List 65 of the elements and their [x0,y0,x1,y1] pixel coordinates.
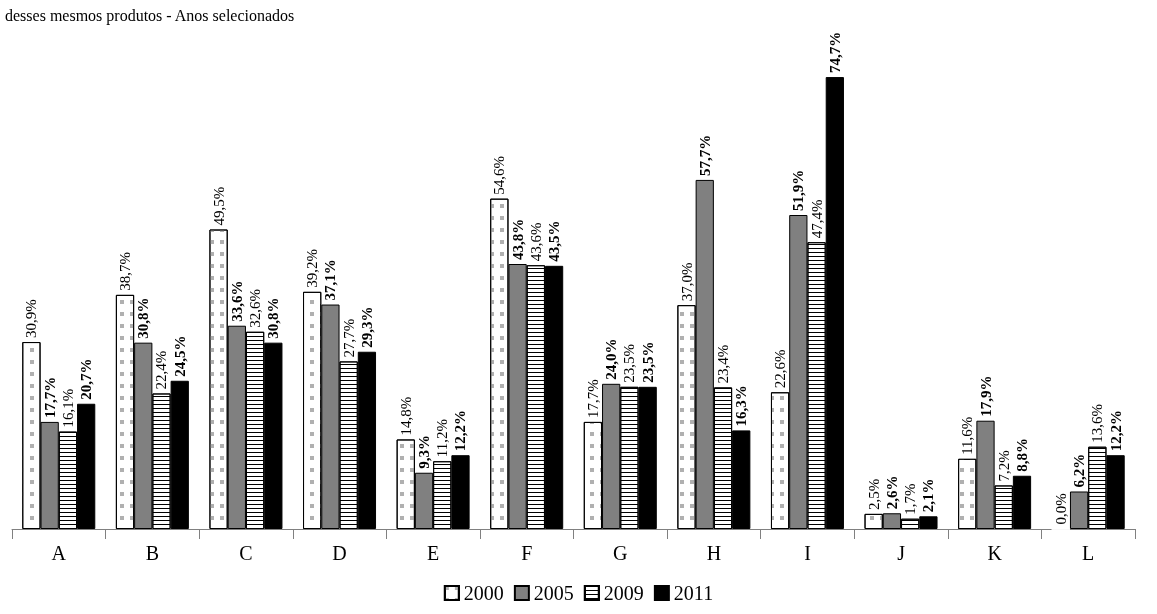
data-label: 12,2% [1107,409,1124,452]
data-label: 11,6% [959,416,976,455]
data-label: 23,5% [621,344,638,383]
data-label: 7,2% [995,450,1012,482]
data-label: 57,7% [696,134,713,176]
data-label: 14,8% [397,396,414,436]
data-label: 39,2% [304,249,321,288]
data-label: 29,3% [358,306,375,348]
legend-label: 2011 [673,582,714,604]
data-label: 43,6% [527,222,544,262]
data-label: 32,6% [247,289,264,328]
data-label: 2,5% [865,478,882,510]
data-label: 2,6% [883,475,900,510]
data-label: 54,6% [491,155,508,195]
data-label: 0,0% [1052,493,1069,525]
data-label: 17,7% [584,379,601,418]
data-label: 30,9% [23,299,40,339]
data-label: 17,7% [41,376,58,418]
data-label: 16,3% [733,385,750,427]
x-tick-label: E [427,542,440,564]
data-label: 37,1% [322,259,339,301]
data-label: 38,7% [117,252,133,291]
x-tick-label: G [613,542,628,564]
legend-label: 2005 [533,582,574,604]
data-label: 24,0% [603,338,620,380]
data-label: 47,4% [808,199,825,239]
data-label: 43,5% [546,220,563,262]
x-tick-label: I [804,542,811,564]
data-label: 11,2% [434,419,451,458]
data-label: 8,8% [1014,438,1030,472]
x-tick-label: F [521,542,533,564]
x-tick-label: C [239,542,253,564]
x-tick-label: J [897,542,906,564]
chart-title: desses mesmos produtos - Anos selecionados [5,6,295,25]
x-tick-label: H [706,542,722,564]
data-label: 37,0% [678,262,695,302]
data-label: 22,4% [153,350,170,390]
x-tick-label: A [51,542,67,564]
data-label: 22,6% [772,349,789,389]
data-label: 16,1% [59,388,76,428]
x-tick-label: D [332,542,347,564]
data-label: 23,5% [639,341,656,383]
data-label: 30,8% [135,297,152,339]
data-label: 43,8% [509,218,526,261]
data-label: 1,7% [902,483,919,515]
data-label: 30,8% [265,297,282,339]
legend-label: 2000 [463,582,504,604]
data-label: 9,3% [416,434,432,469]
x-tick-label: K [987,542,1003,564]
data-label: 13,6% [1089,403,1106,443]
data-label: 12,2% [452,409,469,452]
x-tick-label: B [145,542,160,564]
data-label: 6,2% [1071,453,1088,488]
data-label: 74,7% [826,31,843,74]
data-label: 24,5% [171,335,188,377]
data-label: 27,7% [340,318,357,358]
data-label: 23,4% [715,344,731,384]
x-tick-label: L [1082,542,1095,564]
data-label: 2,1% [920,478,937,513]
data-label: 17,9% [977,375,994,417]
legend-label: 2009 [603,582,644,604]
data-label: 51,9% [790,169,807,212]
data-label: 20,7% [78,358,95,400]
data-label: 49,5% [210,186,227,226]
data-label: 33,6% [228,280,245,322]
